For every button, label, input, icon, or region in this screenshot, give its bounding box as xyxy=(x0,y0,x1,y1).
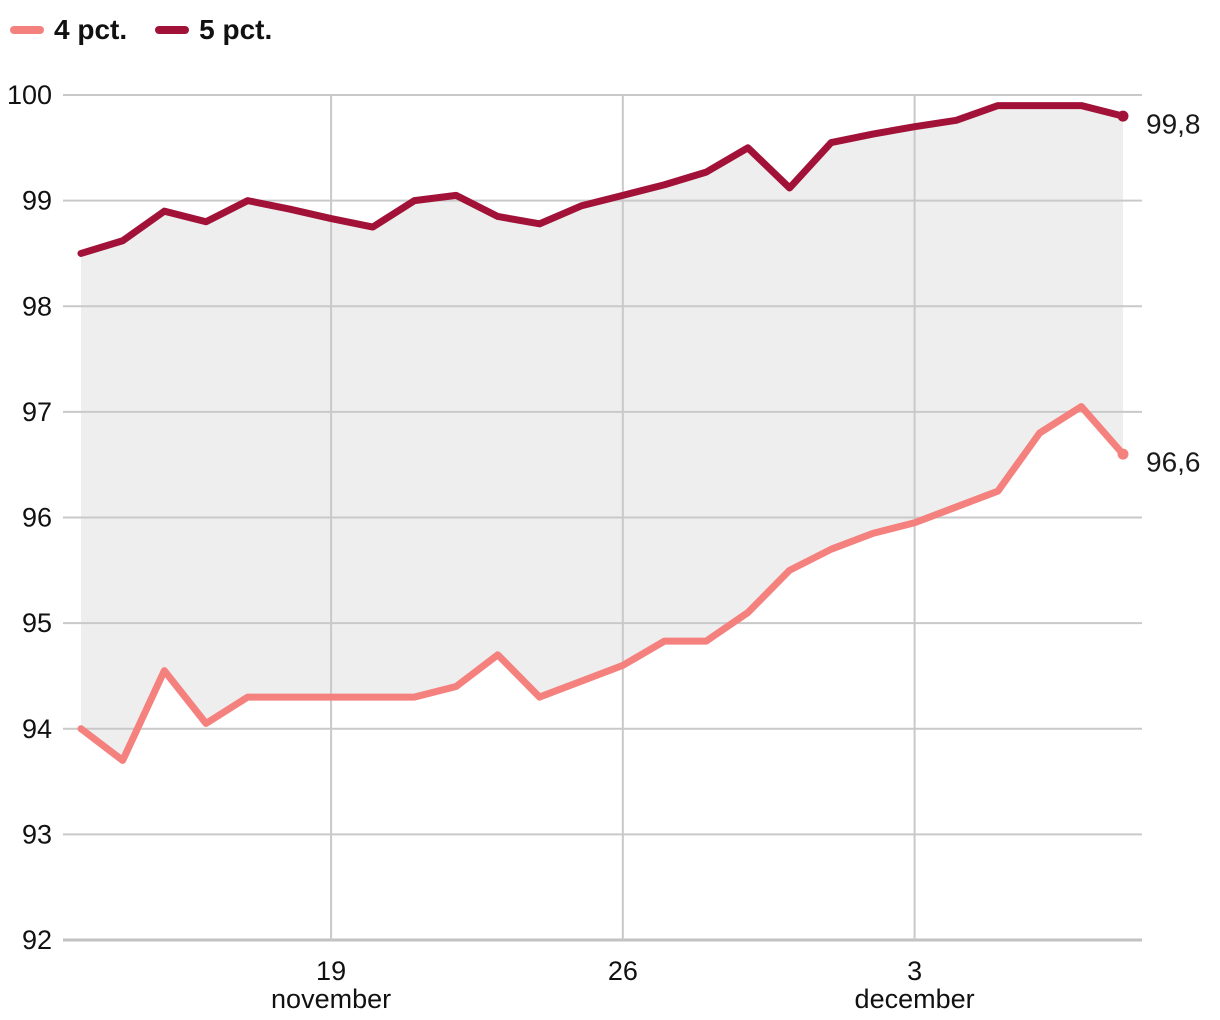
legend-swatch-5pct-icon xyxy=(155,26,190,34)
series-end-value-label: 96,6 xyxy=(1146,447,1201,478)
x-tick-month-label: december xyxy=(855,984,975,1014)
y-tick-label: 94 xyxy=(22,714,52,744)
x-tick-day-label: 19 xyxy=(316,956,346,986)
legend-item-4pct: 4 pct. xyxy=(10,16,127,44)
legend-swatch-4pct-icon xyxy=(10,26,44,34)
x-tick-day-label: 26 xyxy=(608,956,638,986)
y-tick-label: 100 xyxy=(7,80,52,110)
y-tick-label: 92 xyxy=(22,925,52,955)
series-line-5pct xyxy=(77,102,1127,257)
series-line-4pct xyxy=(77,403,1127,764)
x-tick-month-label: november xyxy=(271,984,391,1014)
x-tick-day-label: 3 xyxy=(907,956,922,986)
y-tick-label: 99 xyxy=(22,186,52,216)
series-end-value-label: 99,8 xyxy=(1146,109,1201,140)
legend-item-5pct: 5 pct. xyxy=(155,16,272,44)
legend-label-4pct: 4 pct. xyxy=(54,14,128,45)
series-end-dot-5pct xyxy=(1117,110,1129,122)
legend-label-5pct: 5 pct. xyxy=(199,14,273,45)
chart-legend: 4 pct. 5 pct. xyxy=(10,16,272,44)
series-band xyxy=(81,105,1123,761)
y-tick-label: 98 xyxy=(22,291,52,321)
series-end-dot-4pct xyxy=(1117,448,1129,460)
y-tick-label: 97 xyxy=(22,397,52,427)
y-tick-label: 95 xyxy=(22,608,52,638)
y-tick-label: 93 xyxy=(22,819,52,849)
y-tick-label: 96 xyxy=(22,503,52,533)
